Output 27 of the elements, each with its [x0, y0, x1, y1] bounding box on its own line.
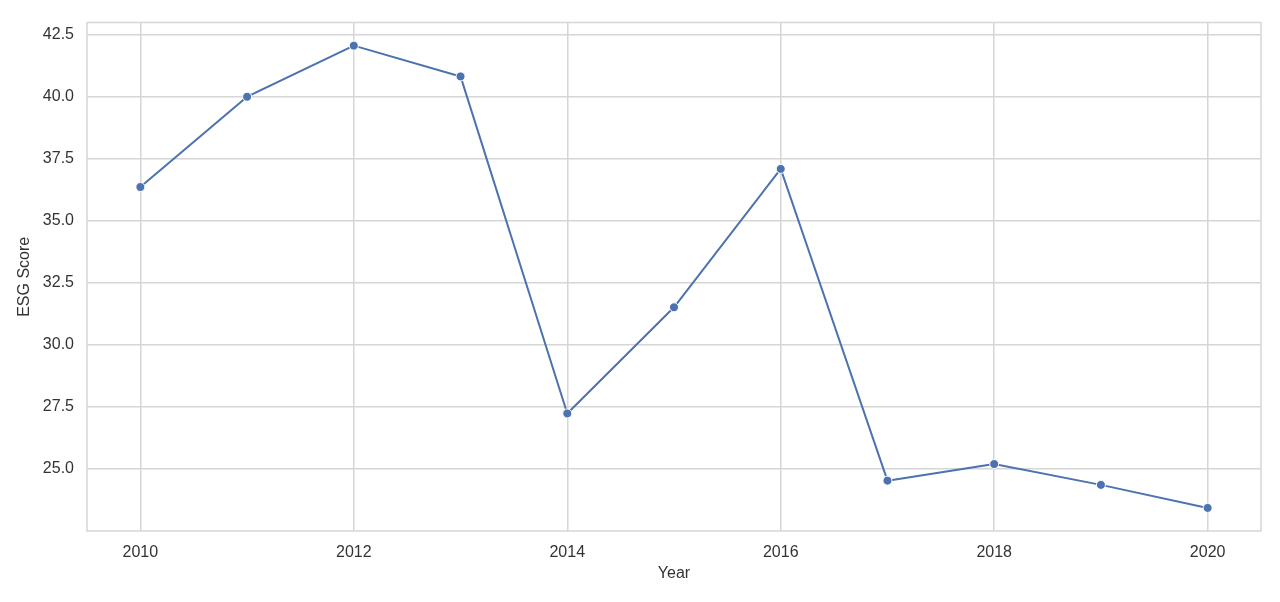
x-tick-label: 2014: [549, 543, 586, 561]
point: [242, 91, 253, 102]
y-tick-label: 40.0: [42, 87, 75, 105]
x-tick-label: 2018: [976, 543, 1013, 561]
y-tick-label: 35.0: [42, 211, 75, 229]
y-tick-label: 37.5: [42, 149, 75, 167]
point: [669, 302, 679, 313]
point: [775, 163, 786, 174]
point: [882, 475, 893, 486]
y-tick-label: 27.5: [42, 397, 75, 415]
x-tick-label: 2012: [336, 543, 372, 561]
point: [562, 408, 573, 419]
y-tick-label: 42.5: [42, 25, 75, 43]
x-tick-label: 2020: [1189, 543, 1226, 561]
y-tick-label: 32.5: [42, 273, 75, 291]
y-tick-label: 30.0: [42, 335, 75, 353]
point: [135, 182, 146, 193]
point: [455, 71, 466, 82]
y-axis-title: ESG Score: [15, 236, 33, 317]
x-tick-label: 2016: [762, 543, 799, 561]
y-tick-label: 25.0: [42, 459, 75, 477]
point: [1095, 479, 1106, 490]
point: [1202, 502, 1213, 513]
x-axis-title: Year: [657, 563, 691, 581]
point: [348, 40, 359, 51]
point: [989, 459, 1000, 470]
x-tick-label: 2010: [122, 543, 159, 561]
